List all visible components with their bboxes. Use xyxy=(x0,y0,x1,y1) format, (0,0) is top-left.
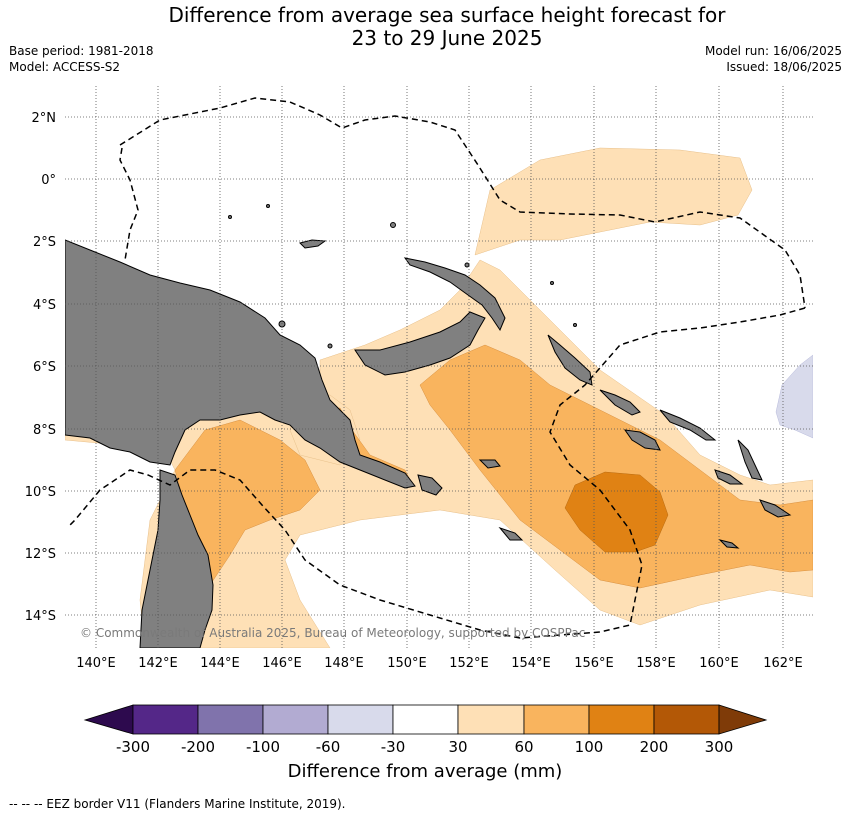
colorbar-tick: -30 xyxy=(381,738,406,756)
lon-label: 160°E xyxy=(699,656,739,671)
eez-footnote: -- -- -- EEZ border V11 (Flanders Marine… xyxy=(9,797,346,811)
colorbar: -300 -200 -100 -60 -30 30 60 100 200 300 xyxy=(83,704,768,756)
colorbar-segment xyxy=(327,704,394,735)
title-line-1: Difference from average sea surface heig… xyxy=(168,3,726,27)
lon-label: 148°E xyxy=(324,656,364,671)
colorbar-segment xyxy=(523,704,590,735)
longitude-labels: 140°E 142°E 144°E 146°E 148°E 150°E 152°… xyxy=(76,656,803,671)
forecast-map: © Commonwealth of Australia 2025, Bureau… xyxy=(25,86,813,671)
lon-label: 154°E xyxy=(511,656,551,671)
latitude-labels: 2°N 0° 2°S 4°S 6°S 8°S 10°S 12°S 14°S xyxy=(25,111,56,624)
anomaly-band-100-200 xyxy=(564,471,669,553)
copyright-text: © Commonwealth of Australia 2025, Bureau… xyxy=(80,626,585,640)
meta-right: Model run: 16/06/2025 Issued: 18/06/2025 xyxy=(705,43,842,75)
lat-label: 8°S xyxy=(33,423,56,438)
lat-label: 4°S xyxy=(33,298,56,313)
lon-label: 150°E xyxy=(387,656,427,671)
lon-label: 144°E xyxy=(200,656,240,671)
colorbar-segment xyxy=(262,704,329,735)
lat-label: 0° xyxy=(41,173,56,188)
lat-label: 12°S xyxy=(25,547,56,562)
model-run-text: Model run: 16/06/2025 xyxy=(704,44,842,58)
colorbar-tick: -200 xyxy=(181,738,215,756)
lat-label: 2°S xyxy=(33,235,56,250)
colorbar-tick: 300 xyxy=(705,738,734,756)
colorbar-segment xyxy=(132,704,199,735)
colorbar-tick: 100 xyxy=(575,738,604,756)
lat-label: 2°N xyxy=(32,111,57,126)
lon-label: 158°E xyxy=(636,656,676,671)
lon-label: 142°E xyxy=(138,656,178,671)
lon-label: 152°E xyxy=(449,656,489,671)
issued-text: Issued: 18/06/2025 xyxy=(726,60,842,74)
meta-left: Base period: 1981-2018 Model: ACCESS-S2 xyxy=(9,43,154,75)
colorbar-tick: 30 xyxy=(448,738,467,756)
eez-border xyxy=(69,97,806,639)
model-text: Model: ACCESS-S2 xyxy=(9,60,121,74)
colorbar-extend-low xyxy=(83,704,134,735)
colorbar-label: Difference from average (mm) xyxy=(287,761,563,782)
colorbar-tick: 200 xyxy=(640,738,669,756)
colorbar-segment xyxy=(457,704,525,735)
base-period-text: Base period: 1981-2018 xyxy=(9,44,154,58)
colorbar-extend-high xyxy=(718,704,768,735)
colorbar-tick: -300 xyxy=(116,738,150,756)
colorbar-ticks: -300 -200 -100 -60 -30 30 60 100 200 300 xyxy=(116,738,733,756)
lat-label: 10°S xyxy=(25,485,56,500)
land-masses xyxy=(65,204,792,648)
colorbar-segment xyxy=(653,704,720,735)
colorbar-segment xyxy=(197,704,264,735)
colorbar-tick: -60 xyxy=(316,738,341,756)
lon-label: 140°E xyxy=(76,656,116,671)
anomaly-band-neg-30-60 xyxy=(775,354,813,439)
lon-label: 162°E xyxy=(763,656,803,671)
lat-label: 14°S xyxy=(25,609,56,624)
lon-label: 146°E xyxy=(262,656,302,671)
colorbar-segment xyxy=(588,704,655,735)
map-title: Difference from average sea surface heig… xyxy=(0,4,850,50)
lat-label: 6°S xyxy=(33,360,56,375)
colorbar-segment xyxy=(392,704,459,735)
graticule xyxy=(65,86,813,648)
colorbar-tick: -100 xyxy=(246,738,280,756)
colorbar-tick: 60 xyxy=(514,738,533,756)
title-line-2: 23 to 29 June 2025 xyxy=(351,26,543,50)
lon-label: 156°E xyxy=(574,656,614,671)
